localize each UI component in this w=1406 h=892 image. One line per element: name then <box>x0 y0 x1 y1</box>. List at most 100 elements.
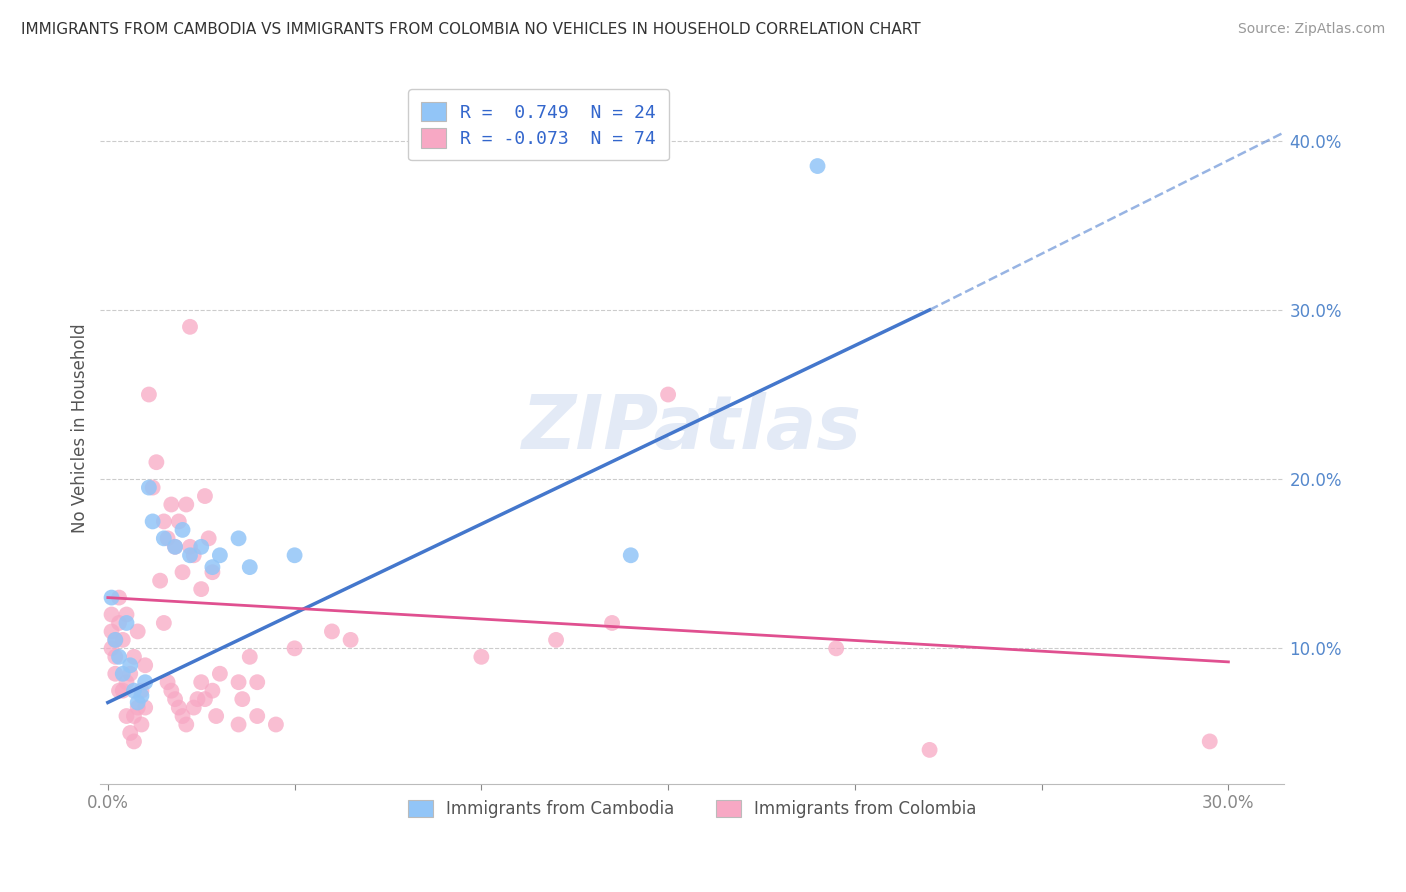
Point <box>208 549 231 563</box>
Point <box>1198 734 1220 748</box>
Point <box>108 615 131 630</box>
Point <box>111 683 134 698</box>
Point <box>172 709 194 723</box>
Point <box>167 700 190 714</box>
Point <box>111 632 134 647</box>
Point <box>190 582 212 596</box>
Point <box>120 726 142 740</box>
Point <box>104 632 127 647</box>
Point <box>179 319 201 334</box>
Point <box>153 615 176 630</box>
Point <box>122 734 145 748</box>
Point <box>228 532 250 546</box>
Point <box>100 624 122 639</box>
Point <box>470 649 492 664</box>
Point <box>172 565 194 579</box>
Point <box>321 624 343 639</box>
Point <box>104 632 127 647</box>
Point <box>134 658 156 673</box>
Point <box>284 641 307 656</box>
Point <box>108 591 131 605</box>
Point <box>174 498 197 512</box>
Point <box>120 658 142 673</box>
Point <box>145 455 167 469</box>
Point <box>228 675 250 690</box>
Text: IMMIGRANTS FROM CAMBODIA VS IMMIGRANTS FROM COLOMBIA NO VEHICLES IN HOUSEHOLD CO: IMMIGRANTS FROM CAMBODIA VS IMMIGRANTS F… <box>21 22 921 37</box>
Point <box>122 649 145 664</box>
Text: Source: ZipAtlas.com: Source: ZipAtlas.com <box>1237 22 1385 37</box>
Point <box>134 675 156 690</box>
Point <box>201 565 224 579</box>
Point <box>246 709 269 723</box>
Legend: Immigrants from Cambodia, Immigrants from Colombia: Immigrants from Cambodia, Immigrants fro… <box>401 794 984 825</box>
Point <box>122 709 145 723</box>
Point <box>179 549 201 563</box>
Point <box>134 700 156 714</box>
Point <box>160 683 183 698</box>
Point <box>167 515 190 529</box>
Point <box>156 532 179 546</box>
Point <box>197 532 219 546</box>
Point <box>115 675 138 690</box>
Point <box>657 387 679 401</box>
Point <box>138 387 160 401</box>
Point <box>174 717 197 731</box>
Text: ZIPatlas: ZIPatlas <box>523 392 862 465</box>
Point <box>239 560 262 574</box>
Point <box>228 717 250 731</box>
Point <box>131 683 153 698</box>
Point <box>194 489 217 503</box>
Point <box>115 615 138 630</box>
Point <box>246 675 269 690</box>
Point <box>165 540 187 554</box>
Point <box>127 696 149 710</box>
Point <box>825 641 848 656</box>
Point <box>108 649 131 664</box>
Point <box>165 540 187 554</box>
Point <box>172 523 194 537</box>
Point <box>108 683 131 698</box>
Point <box>205 709 228 723</box>
Point <box>194 692 217 706</box>
Point <box>183 700 205 714</box>
Point <box>160 498 183 512</box>
Point <box>100 607 122 622</box>
Point <box>131 689 153 703</box>
Point <box>186 692 208 706</box>
Point <box>100 641 122 656</box>
Point <box>153 532 176 546</box>
Point <box>104 649 127 664</box>
Point <box>100 591 122 605</box>
Point <box>179 540 201 554</box>
Point <box>201 683 224 698</box>
Point <box>339 632 361 647</box>
Point <box>190 540 212 554</box>
Point <box>620 549 643 563</box>
Point <box>208 666 231 681</box>
Point <box>918 743 941 757</box>
Point <box>201 560 224 574</box>
Point <box>142 481 165 495</box>
Point <box>600 615 623 630</box>
Point <box>111 666 134 681</box>
Point <box>115 709 138 723</box>
Point <box>127 624 149 639</box>
Point <box>127 700 149 714</box>
Point <box>115 607 138 622</box>
Point <box>284 549 307 563</box>
Point <box>138 481 160 495</box>
Point <box>231 692 253 706</box>
Point <box>131 717 153 731</box>
Point <box>165 692 187 706</box>
Point <box>104 666 127 681</box>
Point <box>156 675 179 690</box>
Point <box>153 515 176 529</box>
Point <box>544 632 567 647</box>
Point <box>264 717 287 731</box>
Point <box>122 683 145 698</box>
Point <box>183 549 205 563</box>
Point <box>239 649 262 664</box>
Point <box>806 159 828 173</box>
Point <box>149 574 172 588</box>
Point <box>120 666 142 681</box>
